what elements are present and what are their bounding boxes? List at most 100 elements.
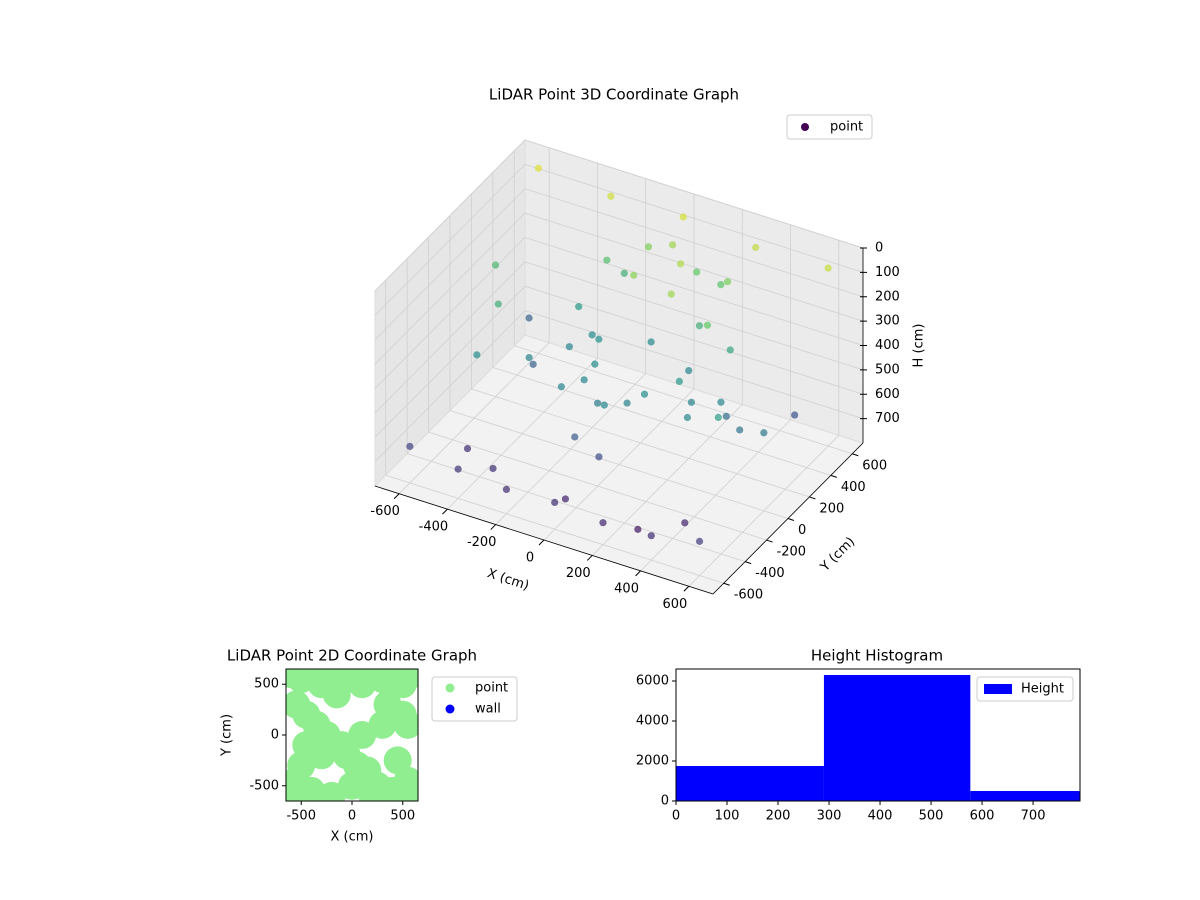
y-tick [830,474,838,478]
grid-line [374,188,526,341]
point [647,532,655,540]
grid-line [385,474,724,584]
point [599,519,607,527]
z-tick-label: 200 [875,289,900,304]
grid-line [374,164,526,316]
y-tick-label: 0 [661,794,669,809]
x-tick-label: 300 [817,809,842,824]
grid-line [524,237,864,346]
point [398,669,418,689]
legend-label: point [475,681,508,696]
y-tick [766,539,773,543]
point [675,377,683,386]
point [525,353,533,362]
grid-line [514,345,853,455]
point [714,413,722,421]
y-axis-label: Y (cm) [220,714,235,757]
point [640,390,649,398]
point [473,351,481,359]
point [623,399,631,407]
x-tick [538,539,545,546]
z-tick-label: 0 [875,241,883,256]
grid-line [449,410,789,519]
grid-line [524,139,864,249]
point [593,399,602,407]
y-tick-label: -600 [734,588,764,603]
y-tick-label: 500 [254,677,279,692]
point [679,213,687,221]
legend-label: point [830,120,863,135]
x-tick [635,570,641,577]
plot-area [286,669,418,801]
x-tick-label: 400 [614,581,639,596]
y-tick-label: 600 [862,458,887,473]
z-tick-label: 400 [875,338,900,353]
grid-line [374,237,526,389]
x-tick [490,524,497,530]
point [695,537,704,545]
grid-line [374,212,526,365]
point [525,314,533,322]
y-tick [852,453,859,457]
legend-box [786,114,873,140]
axis-line [712,442,864,595]
x-tick-label: 500 [390,809,415,824]
legend-box [431,676,518,722]
x-tick [586,555,593,561]
point [571,433,579,441]
point [534,164,543,172]
point [717,398,725,406]
grid-line [524,163,864,273]
point [791,411,799,419]
grid-line [428,431,767,541]
z-tick-label: 700 [875,411,900,426]
point [595,335,603,343]
bar [676,766,824,801]
point [668,241,677,249]
point [454,465,462,473]
point [677,260,685,268]
grid-line [374,261,526,414]
x-tick [393,493,400,500]
point [561,495,570,503]
chart-title: Height Histogram [811,647,943,665]
x-tick-label: 0 [526,551,534,566]
y-tick-label: 400 [841,480,866,495]
point [588,331,596,339]
point [681,519,689,527]
y-tick-label: 2000 [636,754,669,769]
chart-title: LiDAR Point 2D Coordinate Graph [227,647,477,665]
point [760,429,768,437]
point [551,498,559,507]
x-tick-label: 600 [970,809,995,824]
bar [970,791,1080,801]
y-tick-label: 200 [819,501,844,516]
z-axis-label: H (cm) [912,324,927,368]
z-tick-label: 300 [875,314,900,329]
legend-marker [445,704,455,714]
x-tick-label: -200 [467,535,497,550]
x-tick-label: 100 [715,809,740,824]
x-tick-label: 0 [348,809,356,824]
grid-line [374,310,526,462]
point [736,426,744,434]
point [406,442,414,450]
legend-marker [801,123,809,131]
point [693,268,701,276]
grid-line [524,261,864,371]
chart-title: LiDAR Point 3D Coordinate Graph [489,86,739,104]
grid-line [471,388,810,498]
point [687,398,696,406]
bar [823,675,971,801]
point [529,360,537,368]
z-tick-label: 100 [875,265,900,280]
grid-line [524,188,864,298]
point [607,192,615,200]
legend-marker [984,684,1012,694]
point [667,290,675,298]
point [683,413,692,422]
x-tick-label: -600 [370,504,400,519]
point [502,485,511,494]
point [595,453,603,461]
